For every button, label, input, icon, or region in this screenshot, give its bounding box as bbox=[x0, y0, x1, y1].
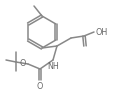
Text: NH: NH bbox=[47, 62, 59, 71]
Text: O: O bbox=[20, 59, 26, 68]
Text: OH: OH bbox=[95, 28, 107, 37]
Text: O: O bbox=[37, 82, 43, 91]
